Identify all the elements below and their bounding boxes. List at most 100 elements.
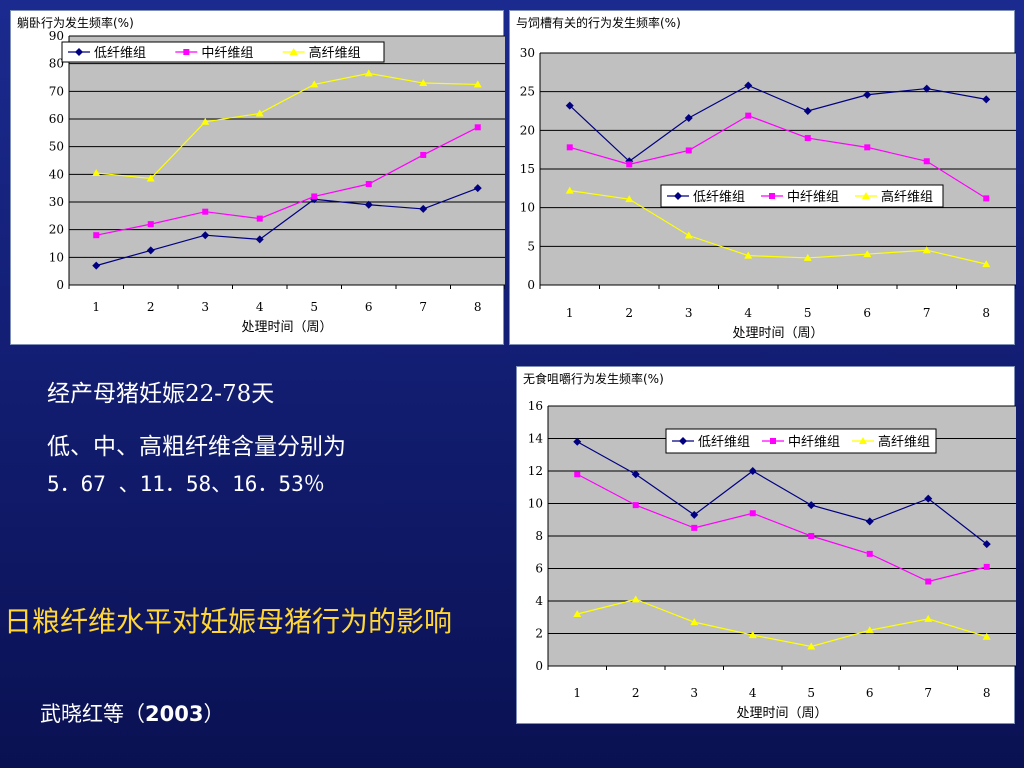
data-point-series-2 bbox=[626, 161, 633, 168]
data-point-series-2 bbox=[808, 533, 815, 539]
y-tick-label: 80 bbox=[49, 57, 64, 71]
data-point-series-1 bbox=[364, 200, 373, 209]
legend-marker bbox=[183, 49, 190, 55]
legend-label: 中纤维组 bbox=[788, 435, 840, 450]
data-point-series-3 bbox=[922, 246, 931, 254]
x-tick-label: 6 bbox=[863, 306, 871, 320]
y-tick-label: 8 bbox=[535, 529, 543, 543]
x-tick-label: 5 bbox=[807, 686, 815, 700]
legend-marker bbox=[679, 437, 687, 445]
chart-title: 无食咀嚼行为发生频率(%) bbox=[523, 372, 664, 386]
data-point-series-3 bbox=[255, 109, 264, 117]
data-point-series-2 bbox=[691, 524, 698, 531]
legend-label: 低纤维组 bbox=[698, 435, 750, 450]
data-point-series-1 bbox=[803, 107, 812, 115]
data-point-series-3 bbox=[684, 231, 693, 239]
y-tick-label: 10 bbox=[528, 497, 543, 511]
citation-author: 武晓红等（ bbox=[40, 702, 145, 726]
data-point-series-2 bbox=[983, 195, 990, 202]
data-point-series-1 bbox=[631, 470, 640, 479]
legend-box bbox=[660, 184, 944, 208]
x-tick-label: 6 bbox=[866, 686, 874, 700]
legend-label: 中纤维组 bbox=[201, 46, 253, 61]
data-point-series-2 bbox=[632, 502, 639, 509]
data-point-series-3 bbox=[146, 174, 155, 182]
x-tick-label: 2 bbox=[147, 300, 155, 314]
data-point-series-2 bbox=[566, 144, 573, 151]
legend-marker bbox=[770, 438, 776, 444]
legend-label: 高纤维组 bbox=[309, 45, 361, 61]
x-tick-label: 5 bbox=[310, 300, 318, 314]
data-point-series-2 bbox=[474, 124, 481, 131]
y-tick-label: 6 bbox=[535, 562, 543, 576]
y-tick-label: 20 bbox=[49, 223, 64, 237]
x-tick-label: 1 bbox=[566, 306, 574, 320]
data-point-series-1 bbox=[690, 510, 699, 519]
data-point-series-1 bbox=[865, 517, 874, 526]
y-tick-label: 40 bbox=[49, 167, 64, 181]
chart-panel-lying: 躺卧行为发生频率(%) 0 10 20 30 40 50 60 70 80 90 1 2 3 4 5 6 7 8 处… bbox=[10, 10, 505, 345]
x-tick-label: 6 bbox=[365, 300, 373, 314]
data-point-series-1 bbox=[92, 261, 101, 270]
data-point-series-3 bbox=[744, 251, 753, 259]
x-tick-label: 2 bbox=[632, 686, 640, 700]
data-point-series-3 bbox=[573, 610, 582, 617]
series-line-2 bbox=[569, 114, 987, 199]
data-point-series-1 bbox=[982, 540, 991, 549]
x-axis-title: 处理时间（周） bbox=[732, 326, 823, 341]
x-tick-label: 7 bbox=[419, 300, 427, 314]
data-point-series-1 bbox=[807, 501, 816, 510]
data-point-series-3 bbox=[982, 260, 991, 268]
y-tick-label: 30 bbox=[520, 46, 535, 60]
legend-marker bbox=[859, 437, 867, 444]
x-tick-label: 7 bbox=[924, 686, 932, 700]
chart-panel-chewing: 无食咀嚼行为发生频率(%) 0 2 4 6 8 10 12 14 16 1 2 3 4 5 6 7 8 处理时间（… bbox=[516, 366, 1016, 724]
data-point-series-1 bbox=[146, 246, 155, 255]
data-point-series-1 bbox=[748, 467, 757, 475]
legend-marker bbox=[674, 192, 682, 200]
data-point-series-3 bbox=[364, 69, 373, 77]
data-point-series-3 bbox=[865, 626, 874, 634]
data-point-series-1 bbox=[573, 437, 582, 446]
x-tick-label: 3 bbox=[201, 300, 209, 314]
y-tick-label: 10 bbox=[49, 250, 64, 264]
y-tick-label: 10 bbox=[520, 201, 535, 215]
data-point-series-2 bbox=[311, 193, 318, 200]
data-point-series-1 bbox=[744, 81, 753, 90]
data-point-series-2 bbox=[256, 215, 263, 222]
x-tick-label: 8 bbox=[982, 306, 990, 320]
citation-close: ） bbox=[203, 702, 225, 726]
legend-box bbox=[665, 428, 937, 454]
chart-panel-trough: 与饲槽有关的行为发生频率(%) 0 5 10 15 20 25 30 1 2 3 4 5 6 7 8 处理时间… bbox=[509, 10, 1016, 345]
legend-label: 低纤维组 bbox=[693, 190, 745, 205]
x-tick-label: 2 bbox=[625, 306, 633, 320]
line-chart-trough: 0 5 10 15 20 25 30 1 2 3 4 5 6 7 8 处理时间（周） 低纤维组 中纤维组 高纤维组 bbox=[520, 46, 1016, 341]
data-point-series-2 bbox=[923, 158, 930, 165]
legend-marker bbox=[289, 48, 298, 55]
data-point-series-3 bbox=[625, 195, 634, 203]
fiber-content-label: 低、中、高粗纤维含量分别为 bbox=[47, 434, 346, 460]
data-point-series-3 bbox=[863, 250, 872, 258]
x-tick-label: 4 bbox=[256, 300, 264, 314]
y-tick-label: 15 bbox=[520, 162, 535, 176]
slide-headline: 日粮纤维水平对妊娠母猪行为的影响 bbox=[4, 605, 453, 638]
series-line-1 bbox=[576, 441, 988, 545]
data-point-series-2 bbox=[983, 563, 990, 570]
gestation-info: 经产母猪妊娠22-78天 bbox=[47, 381, 275, 407]
citation: 武晓红等（2003） bbox=[40, 698, 224, 728]
x-tick-label: 5 bbox=[804, 306, 812, 320]
y-tick-label: 5 bbox=[527, 239, 535, 253]
legend-label: 中纤维组 bbox=[787, 190, 839, 205]
y-tick-label: 25 bbox=[520, 85, 535, 99]
series-line-3 bbox=[569, 190, 987, 265]
legend-label: 高纤维组 bbox=[878, 434, 930, 450]
data-point-series-1 bbox=[684, 113, 693, 122]
data-point-series-3 bbox=[631, 595, 640, 603]
x-tick-label: 8 bbox=[474, 300, 482, 314]
legend-label: 低纤维组 bbox=[94, 46, 146, 61]
data-point-series-2 bbox=[749, 510, 756, 517]
y-tick-label: 70 bbox=[49, 84, 64, 98]
data-point-series-3 bbox=[807, 642, 816, 650]
data-point-series-1 bbox=[255, 235, 264, 244]
